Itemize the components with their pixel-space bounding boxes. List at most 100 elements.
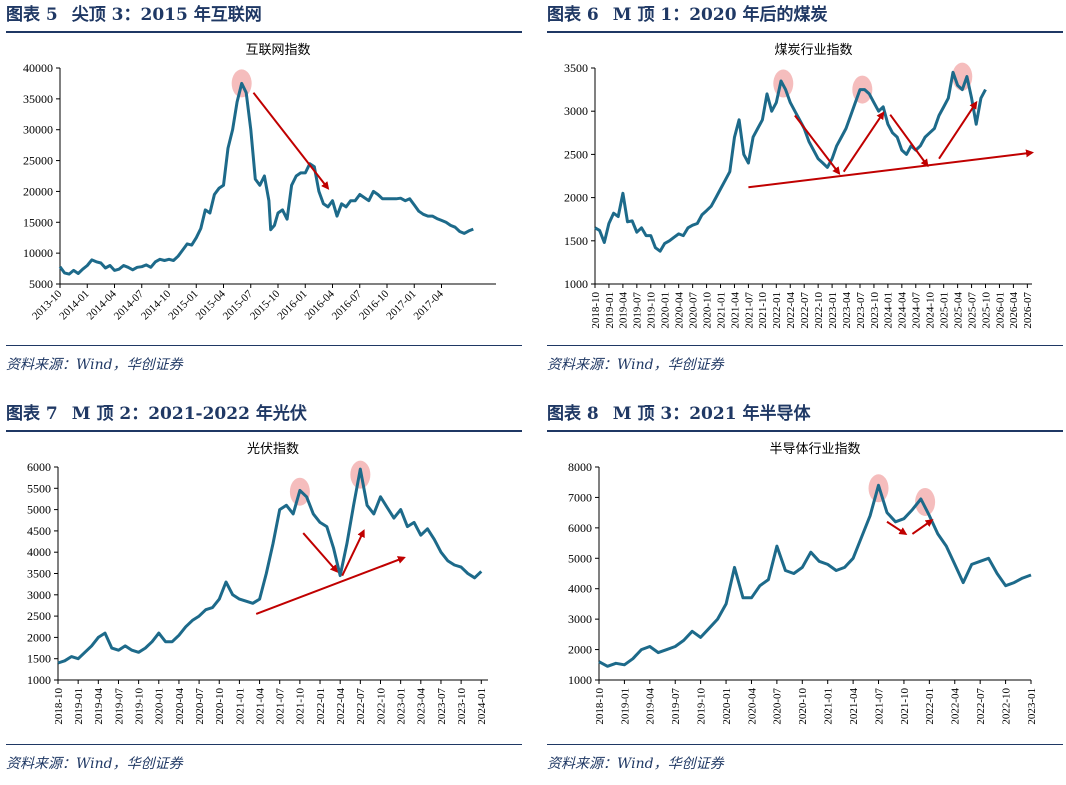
x-tick-label: 2022-07 <box>799 292 811 329</box>
x-tick-label: 2024-01 <box>476 688 488 725</box>
y-tick-label: 3500 <box>27 567 51 581</box>
x-tick-label: 2021-04 <box>254 688 266 725</box>
x-tick-label: 2022-01 <box>771 292 783 329</box>
x-tick-label: 2021-07 <box>275 688 287 725</box>
y-tick-label: 3000 <box>27 588 51 602</box>
x-tick-label: 2020-04 <box>174 688 186 725</box>
x-tick-label: 2022-07 <box>355 688 367 725</box>
y-tick-label: 20000 <box>23 184 53 198</box>
y-tick-label: 1000 <box>568 673 592 687</box>
x-tick-label: 2019-10 <box>695 688 707 725</box>
x-tick-label: 2023-07 <box>436 688 448 725</box>
chart-title: 煤炭行业指数 <box>774 43 852 58</box>
x-tick-label: 2025-10 <box>980 292 992 329</box>
y-tick-label: 2000 <box>27 630 51 644</box>
x-tick-label: 2019-07 <box>670 688 682 725</box>
x-tick-label: 2022-07 <box>975 688 987 725</box>
x-tick-label: 2024-10 <box>925 292 937 329</box>
x-tick-label: 2023-10 <box>456 688 468 725</box>
source-rule <box>547 744 1063 745</box>
source-note: 资料来源：Wind，华创证券 <box>547 756 724 772</box>
x-tick-label: 2021-01 <box>715 292 727 329</box>
y-tick-label: 3000 <box>564 104 588 118</box>
x-tick-label: 2018-10 <box>590 292 602 329</box>
y-tick-label: 6000 <box>27 460 51 474</box>
x-tick-label: 2021-07 <box>743 292 755 329</box>
source-rule <box>6 744 522 745</box>
y-tick-label: 1500 <box>564 234 588 248</box>
y-tick-label: 8000 <box>568 460 592 474</box>
source-note: 资料来源：Wind，华创证券 <box>547 357 724 373</box>
series-line <box>594 70 987 253</box>
heading-rule <box>6 430 522 432</box>
y-tick-label: 4000 <box>27 545 51 559</box>
x-tick-label: 2026-01 <box>994 292 1006 329</box>
x-tick-label: 2023-01 <box>827 292 839 329</box>
trend-arrow <box>302 532 339 573</box>
x-tick-label: 2021-10 <box>295 688 307 725</box>
trend-arrow <box>748 149 1034 189</box>
x-tick-label: 2022-10 <box>813 292 825 329</box>
chart-title: 互联网指数 <box>245 43 310 58</box>
x-tick-label: 2022-10 <box>375 688 387 725</box>
source-note: 资料来源：Wind，华创证券 <box>6 756 183 772</box>
trend-arrow <box>842 111 885 173</box>
x-tick-label: 2021-10 <box>757 292 769 329</box>
x-tick-label: 2019-01 <box>73 688 85 725</box>
x-tick-label: 2019-07 <box>113 688 125 725</box>
x-tick-label: 2022-01 <box>315 688 327 725</box>
x-tick-label: 2020-07 <box>772 688 784 725</box>
series-line <box>58 81 474 276</box>
semiconductor-index-chart: 半导体行业指数 1000 2000 3000 4000 5000 6000 7000 8000 2… <box>568 442 1038 725</box>
x-tick-label: 2023-01 <box>396 688 408 725</box>
x-tick-label: 2020-07 <box>194 688 206 725</box>
x-tick-label: 2020-04 <box>674 292 686 329</box>
y-tick-label: 2500 <box>564 147 588 161</box>
y-tick-label: 3000 <box>568 612 592 626</box>
x-tick-label: 2023-07 <box>855 292 867 329</box>
x-tick-label: 2023-01 <box>1026 688 1038 725</box>
y-tick-label: 25000 <box>23 154 53 168</box>
y-tick-label: 40000 <box>23 61 53 75</box>
chart-title: 半导体行业指数 <box>769 442 860 457</box>
x-tick-label: 2023-04 <box>841 292 853 329</box>
trend-arrow <box>255 556 406 615</box>
internet-index-chart: 互联网指数 5000 10000 15000 20000 25000 30000 35000 4… <box>23 43 496 323</box>
x-tick-label: 2018-10 <box>53 688 65 725</box>
y-tick-label: 4500 <box>27 524 51 538</box>
x-tick-label: 2019-10 <box>133 688 145 725</box>
x-tick-label: 2019-07 <box>632 292 644 329</box>
x-tick-label: 2025-07 <box>966 292 978 329</box>
y-tick-label: 6000 <box>568 521 592 535</box>
x-tick-label: 2020-04 <box>746 688 758 725</box>
y-tick-label: 4000 <box>568 582 592 596</box>
y-tick-label: 1500 <box>27 652 51 666</box>
y-tick-label: 5500 <box>27 481 51 495</box>
trend-arrow <box>252 92 330 190</box>
peak-highlight <box>915 487 936 516</box>
trend-arrow <box>911 519 934 535</box>
panel-internet: 图表 5 尖顶 3：2015 年互联网 互联网指数 5000 10000 15000 20… <box>6 0 522 386</box>
x-tick-label: 2017-04 <box>412 288 447 323</box>
y-tick-label: 7000 <box>568 490 592 504</box>
y-tick-label: 1000 <box>564 277 588 291</box>
chart-title: 光伏指数 <box>247 442 299 457</box>
y-tick-label: 5000 <box>568 551 592 565</box>
x-tick-label: 2021-07 <box>873 688 885 725</box>
x-tick-label: 2019-04 <box>645 688 657 725</box>
x-tick-label: 2026-07 <box>1022 292 1034 329</box>
y-tick-label: 2000 <box>568 643 592 657</box>
x-tick-label: 2019-04 <box>93 688 105 725</box>
x-tick-label: 2024-04 <box>897 292 909 329</box>
x-tick-label: 2021-01 <box>823 688 835 725</box>
y-tick-label: 5000 <box>27 503 51 517</box>
heading-rule <box>547 31 1063 33</box>
heading-rule <box>6 31 522 33</box>
x-tick-label: 2021-04 <box>848 688 860 725</box>
